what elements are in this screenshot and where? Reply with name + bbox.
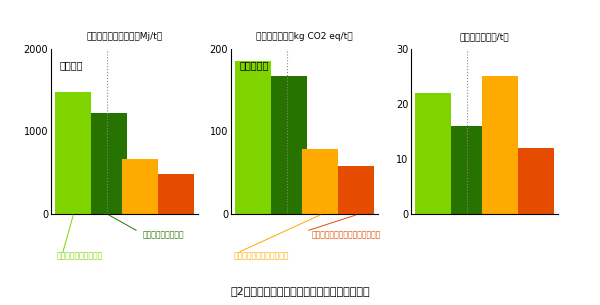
Bar <box>451 126 487 214</box>
Text: エネルギー投入量　（Mj/t）: エネルギー投入量 （Mj/t） <box>86 32 163 41</box>
Text: 図2　慣行技術体系と新技術体系を比較した例: 図2 慣行技術体系と新技術体系を比較した例 <box>230 286 370 296</box>
Text: テンサイ: テンサイ <box>60 60 83 70</box>
Text: 慣行技術体系（移植）: 慣行技術体系（移植） <box>57 252 103 261</box>
Bar <box>271 76 307 213</box>
Bar <box>235 61 271 213</box>
Bar <box>518 148 554 214</box>
Bar <box>91 113 127 214</box>
Text: サトウキビ: サトウキビ <box>240 60 269 70</box>
Bar <box>338 166 374 214</box>
Bar <box>158 174 194 214</box>
Bar <box>302 149 338 214</box>
Bar <box>55 92 91 214</box>
Text: 地球温暖化　（kg CO2 eq/t）: 地球温暖化 （kg CO2 eq/t） <box>256 32 353 41</box>
Text: 新技術体系（直播）: 新技術体系（直播） <box>142 230 184 239</box>
Bar <box>482 76 518 214</box>
Text: 慣行技術体系（製糖品種）: 慣行技術体系（製糖品種） <box>234 252 290 261</box>
Text: 生産費　（千円/t）: 生産費 （千円/t） <box>460 32 509 41</box>
Bar <box>415 93 451 214</box>
Text: 新技術体系（高バイオマス品種）: 新技術体系（高バイオマス品種） <box>312 230 381 239</box>
Bar <box>122 159 158 214</box>
